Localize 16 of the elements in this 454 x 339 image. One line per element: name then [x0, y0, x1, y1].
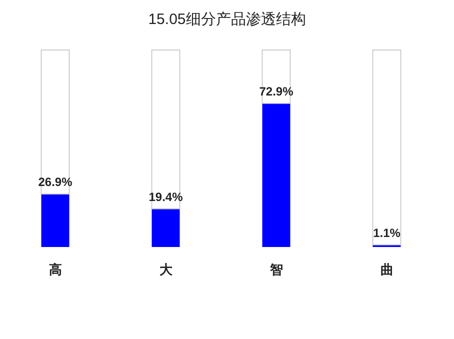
- data-label: 1.1%: [373, 226, 401, 240]
- data-label: 72.9%: [259, 84, 294, 98]
- x-tick-label: 大: [159, 262, 174, 277]
- bar: [151, 50, 180, 210]
- bar: [41, 194, 70, 247]
- bar: [372, 50, 402, 246]
- bar: [262, 50, 291, 104]
- bar: [262, 103, 290, 247]
- bar: [40, 50, 70, 195]
- data-label: 19.4%: [148, 190, 184, 204]
- chart-title: 15.05细分产品渗透结构: [148, 11, 306, 28]
- data-label: 26.9%: [38, 175, 73, 190]
- bar: [152, 208, 180, 247]
- x-tick-label: 高: [48, 262, 62, 277]
- x-tick-label: 曲: [380, 262, 394, 277]
- x-tick-label: 智: [268, 262, 283, 277]
